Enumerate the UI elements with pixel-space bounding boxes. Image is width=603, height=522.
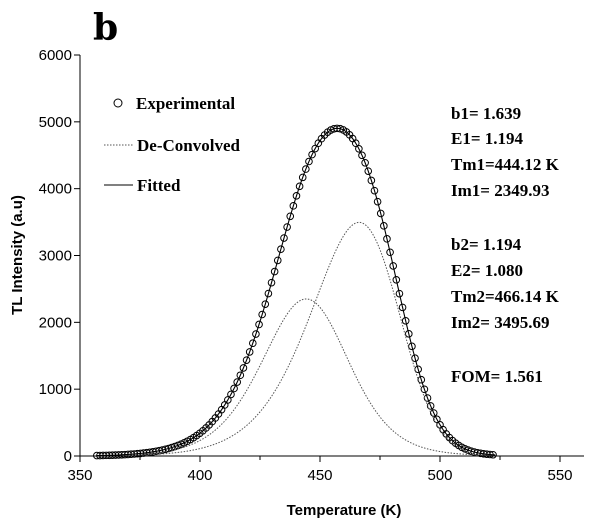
x-axis-ticks: 350 400 450 500 550 — [67, 456, 573, 484]
experimental-point — [386, 248, 394, 257]
param-fom: FOM= 1.561 — [451, 367, 543, 386]
experimental-point — [295, 182, 304, 191]
param-b2: b2= 1.194 — [451, 235, 522, 254]
y-tick-label: 4000 — [39, 181, 72, 198]
legend: Experimental De-Convolved Fitted — [104, 94, 240, 195]
y-tick-label: 0 — [64, 448, 72, 465]
legend-label-fitted: Fitted — [137, 176, 181, 195]
experimental-point — [398, 303, 407, 312]
y-axis-ticks: 0 1000 2000 3000 4000 5000 6000 — [39, 47, 80, 465]
experimental-point — [239, 364, 248, 372]
y-tick-label: 1000 — [39, 381, 72, 398]
experimental-point — [224, 396, 232, 404]
experimental-point — [429, 409, 438, 417]
experimental-point — [392, 276, 401, 284]
experimental-point — [289, 202, 298, 210]
experimental-point — [395, 289, 404, 298]
experimental-point — [249, 339, 257, 348]
experimental-point — [252, 330, 260, 338]
param-tm1: Tm1=444.12 K — [451, 155, 560, 174]
experimental-point — [380, 222, 388, 230]
experimental-point — [245, 348, 254, 356]
experimental-point — [264, 289, 273, 298]
legend-label-deconvolved: De-Convolved — [137, 136, 240, 155]
experimental-point — [405, 330, 413, 338]
experimental-point — [383, 235, 391, 243]
experimental-point — [236, 371, 245, 380]
experimental-point — [370, 186, 379, 195]
experimental-point — [358, 151, 366, 160]
deconvolved-peak-2-line — [96, 221, 496, 457]
experimental-point — [364, 167, 373, 175]
param-b1: b1= 1.639 — [451, 104, 521, 123]
experimental-point — [305, 157, 313, 166]
experimental-point — [230, 384, 238, 393]
x-axis-label: Temperature (K) — [287, 502, 402, 519]
legend-label-experimental: Experimental — [136, 94, 235, 113]
param-e2: E2= 1.080 — [451, 261, 523, 280]
deconvolved-peak-1-line — [96, 298, 496, 457]
experimental-point — [292, 192, 301, 200]
x-tick-label: 400 — [187, 467, 212, 484]
experimental-point — [277, 245, 285, 253]
experimental-point — [255, 320, 263, 329]
param-e1: E1= 1.194 — [451, 129, 524, 148]
experimental-point — [376, 209, 385, 218]
experimental-point — [417, 375, 426, 384]
experimental-point — [227, 390, 235, 399]
experimental-point — [267, 278, 276, 287]
experimental-point — [355, 145, 363, 153]
experimental-point — [270, 267, 279, 276]
panel-label: b — [93, 7, 118, 49]
param-im1: Im1= 2349.93 — [451, 181, 549, 200]
experimental-point — [258, 310, 266, 319]
x-tick-label: 350 — [67, 467, 92, 484]
experimental-point — [389, 262, 398, 270]
experimental-point — [373, 197, 382, 206]
experimental-point — [261, 300, 270, 308]
y-tick-label: 6000 — [39, 47, 72, 64]
experimental-point — [308, 150, 316, 159]
x-tick-label: 450 — [307, 467, 332, 484]
experimental-point — [242, 356, 251, 364]
experimental-point — [283, 223, 291, 231]
experimental-point — [401, 317, 410, 325]
experimental-point — [367, 176, 376, 185]
x-tick-label: 550 — [547, 467, 572, 484]
x-tick-label: 500 — [427, 467, 452, 484]
param-im2: Im2= 3495.69 — [451, 313, 549, 332]
experimental-point — [273, 256, 282, 265]
y-tick-label: 3000 — [39, 248, 72, 265]
experimental-point — [286, 212, 295, 221]
experimental-point — [233, 378, 241, 386]
y-tick-label: 2000 — [39, 314, 72, 331]
fit-parameters: b1= 1.639 E1= 1.194 Tm1=444.12 K Im1= 23… — [451, 104, 560, 386]
plot-area — [93, 124, 497, 460]
y-axis-label: TL Intensity (a.u) — [9, 195, 26, 315]
experimental-point — [361, 158, 369, 167]
experimental-point — [351, 139, 360, 148]
experimental-point — [298, 173, 307, 182]
experimental-point — [302, 165, 310, 173]
legend-marker-experimental — [113, 98, 123, 108]
y-tick-label: 5000 — [39, 114, 72, 131]
fitted-line — [96, 127, 496, 457]
param-tm2: Tm2=466.14 K — [451, 287, 560, 306]
experimental-point — [280, 234, 288, 242]
